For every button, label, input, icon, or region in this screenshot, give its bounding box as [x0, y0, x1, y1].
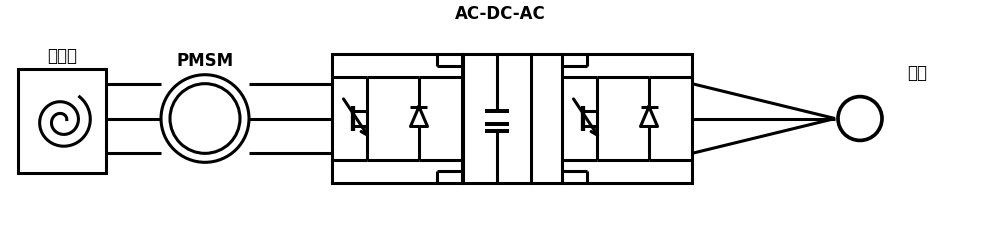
Text: AC-DC-AC: AC-DC-AC [455, 5, 545, 23]
Bar [562, 55, 692, 183]
Bar [18, 70, 106, 173]
Bar [463, 55, 531, 183]
Bar [332, 55, 462, 183]
Text: PMSM: PMSM [176, 52, 234, 70]
Text: 涡簧筱: 涡簧筱 [47, 47, 77, 64]
Circle shape [838, 97, 882, 141]
Text: 系统: 系统 [907, 64, 927, 81]
Circle shape [161, 75, 249, 163]
